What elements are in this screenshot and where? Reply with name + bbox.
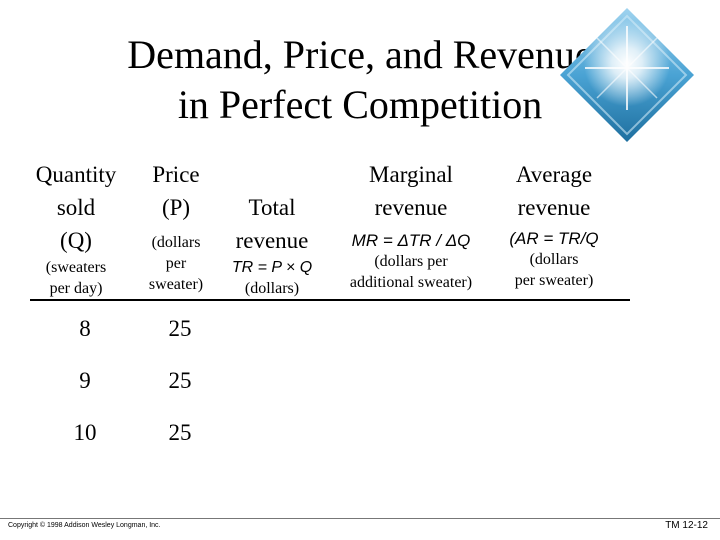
header-marginal-formula: MR = ΔTR / ΔQ bbox=[351, 231, 471, 250]
slide-title: Demand, Price, and Revenue in Perfect Co… bbox=[40, 30, 680, 130]
title-line-1: Demand, Price, and Revenue bbox=[127, 32, 593, 77]
header-quantity: Quantity sold (Q) (sweaters per day) bbox=[30, 158, 122, 299]
header-average-line1: Average bbox=[515, 162, 593, 187]
row-1-quantity: 8 bbox=[79, 316, 91, 341]
header-marginal-line2: revenue bbox=[374, 195, 448, 220]
header-price: Price (P) (dollars per sweater) bbox=[140, 158, 212, 295]
footer-divider bbox=[0, 518, 720, 519]
header-total-revenue: Total revenue TR = P × Q (dollars) bbox=[218, 191, 326, 299]
header-marginal-unit2: additional sweater) bbox=[349, 274, 473, 291]
slide-id: TM 12-12 bbox=[665, 520, 708, 531]
header-quantity-line3: (Q) bbox=[60, 228, 92, 253]
header-quantity-line2: sold bbox=[56, 195, 96, 220]
header-average-line2: revenue bbox=[517, 195, 591, 220]
header-average-formula: (AR = TR/Q bbox=[509, 229, 599, 248]
header-marginal-revenue: Marginal revenue MR = ΔTR / ΔQ (dollars … bbox=[340, 158, 482, 293]
header-quantity-unit2: per day) bbox=[49, 280, 103, 297]
header-price-unit2: per bbox=[165, 255, 187, 272]
header-price-line2: (P) bbox=[161, 195, 191, 220]
header-marginal-line1: Marginal bbox=[369, 162, 453, 187]
header-average-revenue: Average revenue (AR = TR/Q (dollars per … bbox=[500, 158, 608, 291]
header-average-unit1: (dollars bbox=[529, 251, 579, 268]
header-quantity-line1: Quantity bbox=[35, 162, 117, 187]
header-total-line1: Total bbox=[248, 195, 296, 220]
copyright-notice: Copyright © 1998 Addison Wesley Longman,… bbox=[8, 522, 161, 529]
header-price-unit1: (dollars bbox=[151, 234, 201, 251]
header-divider bbox=[30, 299, 630, 301]
row-2-price: 25 bbox=[168, 368, 192, 393]
row-2-quantity: 9 bbox=[79, 368, 91, 393]
row-3-quantity: 10 bbox=[73, 420, 97, 445]
row-3-price: 25 bbox=[168, 420, 192, 445]
title-line-2: in Perfect Competition bbox=[177, 82, 543, 127]
header-total-line2: revenue bbox=[235, 228, 309, 253]
ocean-sunburst-image bbox=[560, 8, 694, 142]
header-price-unit3: sweater) bbox=[148, 276, 204, 293]
header-total-unit: (dollars) bbox=[244, 280, 300, 297]
header-total-formula: TR = P × Q bbox=[231, 259, 313, 276]
row-1-price: 25 bbox=[168, 316, 192, 341]
header-average-unit2: per sweater) bbox=[514, 272, 594, 289]
header-quantity-unit1: (sweaters bbox=[45, 259, 107, 276]
header-price-line1: Price bbox=[152, 162, 200, 187]
header-marginal-unit1: (dollars per bbox=[374, 253, 448, 270]
